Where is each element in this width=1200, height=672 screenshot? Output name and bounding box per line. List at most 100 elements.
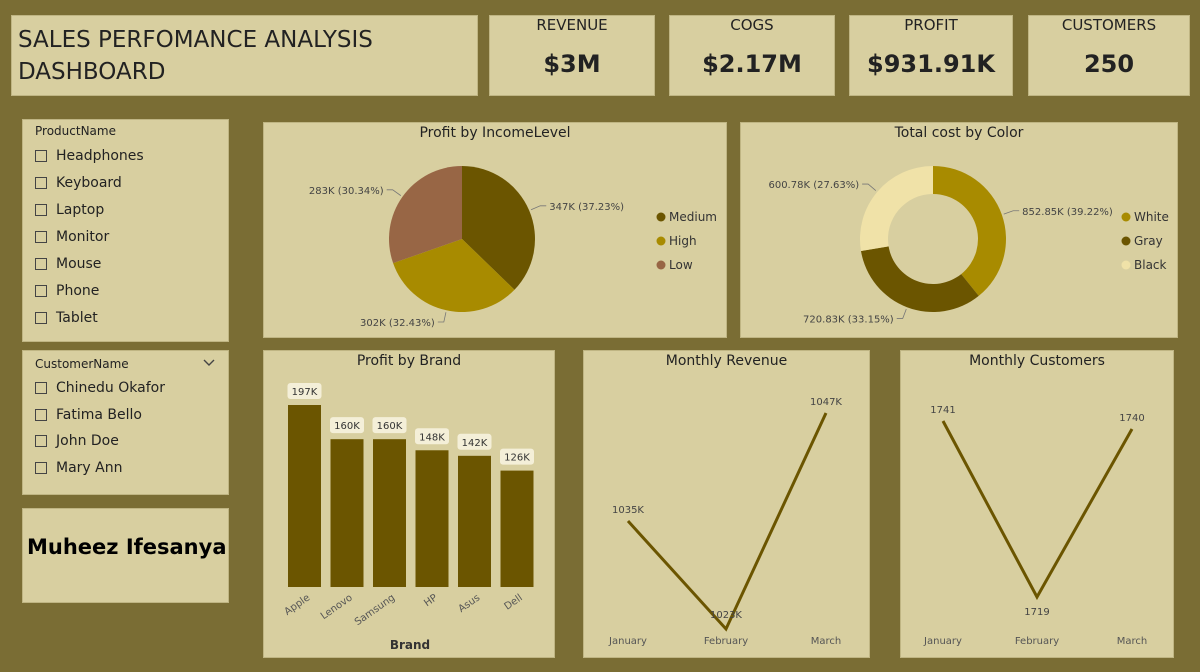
data-label: 720.83K (33.15%) [803,314,894,325]
data-label: 283K (30.34%) [309,186,384,197]
monthly-revenue-chart[interactable]: Monthly Revenue 1035K January 1023K Februar… [583,350,870,658]
x-tick-label: January [608,636,647,647]
slicer-item-fatima-bello[interactable]: Fatima Bello [35,405,142,425]
legend-marker [656,236,666,246]
pie-slice-low [389,166,462,264]
data-label: 1035K [612,505,644,516]
pie-chart[interactable]: 347K (37.23%) 302K (32.43%) 283K (30.34%) M… [264,123,728,339]
total-cost-by-color-chart[interactable]: Total cost by Color 852.85K (39.22%) 720.… [740,122,1178,338]
kpi-label: COGS [730,16,774,34]
kpi-value: $931.91K [867,50,995,78]
customer-name-slicer[interactable]: CustomerName Chinedu Okafor Fatima Bello… [22,350,229,495]
x-tick-label: Asus [457,592,483,615]
data-label-box [372,417,407,434]
chart-title: Total cost by Color [894,125,1024,141]
product-name-slicer[interactable]: ProductName Headphones Keyboard Laptop M… [22,119,229,342]
data-label: 160K [334,421,360,432]
legend-marker [656,260,666,270]
slicer-item-label: Fatima Bello [56,407,142,423]
data-label: 142K [462,438,488,449]
bar-apple [288,405,321,587]
slicer-item-label: Phone [56,283,100,299]
bar-chart[interactable]: 197K Apple 160K Lenovo 160K Samsung 148K HP 142K… [264,351,556,659]
dashboard-title: SALES PERFOMANCE ANALYSIS DASHBOARD [18,27,373,85]
checkbox[interactable] [35,462,47,474]
x-tick-label: HP [422,592,439,609]
slicer-item-tablet[interactable]: Tablet [35,308,98,328]
data-label: 1740 [1119,413,1144,424]
kpi-card-customers[interactable]: CUSTOMERS 250 [1028,15,1190,96]
data-label: 600.78K (27.63%) [768,180,859,191]
x-axis-label: Brand [390,638,430,652]
checkbox[interactable] [35,409,47,421]
checkbox[interactable] [35,231,47,243]
slicer-item-chinedu-okafor[interactable]: Chinedu Okafor [35,378,165,398]
checkbox[interactable] [35,285,47,297]
line-chart[interactable]: 1035K January 1023K February 1047K March [584,351,871,659]
slicer-item-headphones[interactable]: Headphones [35,146,144,166]
data-label: 852.85K (39.22%) [1022,207,1113,218]
slicer-item-keyboard[interactable]: Keyboard [35,173,122,193]
kpi-card-revenue[interactable]: REVENUE $3M [489,15,655,96]
monthly-customers-chart[interactable]: Monthly Customers 1741 January 1719 Februar… [900,350,1174,658]
donut-chart[interactable]: 852.85K (39.22%) 720.83K (33.15%) 600.78K … [741,123,1179,339]
data-label: 1023K [710,610,742,621]
data-label-box [330,417,364,434]
data-label: 1719 [1024,607,1049,618]
x-tick-label: February [1015,636,1059,647]
checkbox[interactable] [35,382,47,394]
slicer-item-label: Mouse [56,256,102,272]
slicer-item-phone[interactable]: Phone [35,281,99,301]
line-chart[interactable]: 1741 January 1719 February 1740 March [901,351,1175,659]
data-label-box [415,428,449,445]
legend-label: White [1134,210,1169,224]
kpi-value: 250 [1083,50,1135,78]
bar-samsung [373,439,406,587]
x-tick-label: Apple [283,592,313,617]
profit-by-brand-chart[interactable]: Profit by Brand 197K Apple 160K Lenovo 160K S… [263,350,555,658]
series-line [626,412,828,632]
legend-label: Gray [1134,234,1163,248]
leader-line [530,205,547,211]
bar-dell [500,470,534,587]
series-line [941,420,1134,601]
slicer-item-label: Keyboard [56,175,122,191]
kpi-label: PROFIT [904,16,958,34]
profit-by-income-level-chart[interactable]: Profit by IncomeLevel 347K (37.23%) 302K … [263,122,727,338]
slicer-item-mouse[interactable]: Mouse [35,254,101,274]
checkbox[interactable] [35,177,47,189]
slicer-item-john-doe[interactable]: John Doe [35,431,119,451]
data-label: 347K (37.23%) [549,202,624,213]
chevron-down-icon[interactable] [202,355,216,369]
chart-title: Monthly Customers [969,353,1105,369]
x-tick-label: Samsung [353,592,397,628]
pie-slice-white [933,166,1006,296]
legend-marker [1121,260,1131,270]
slicer-item-label: Headphones [56,148,144,164]
slicer-item-monitor[interactable]: Monitor [35,227,109,247]
chart-title: Monthly Revenue [665,353,788,369]
slicer-item-label: Laptop [56,202,105,218]
x-tick-label: March [811,636,841,647]
kpi-card-profit[interactable]: PROFIT $931.91K [849,15,1013,96]
checkbox[interactable] [35,150,47,162]
x-tick-label: Dell [503,592,525,612]
kpi-label: CUSTOMERS [1061,16,1157,34]
slicer-item-mary-ann[interactable]: Mary Ann [35,458,122,478]
data-label: 1047K [810,397,842,408]
slicer-item-laptop[interactable]: Laptop [35,200,104,220]
author-card: Muheez Ifesanya [22,508,229,603]
checkbox[interactable] [35,204,47,216]
slicer-item-label: Monitor [56,229,110,245]
checkbox[interactable] [35,312,47,324]
kpi-value: $2.17M [702,50,802,78]
chart-title: Profit by Brand [356,353,462,369]
data-label: 302K (32.43%) [360,318,435,329]
checkbox[interactable] [35,258,47,270]
kpi-value: $3M [543,50,601,78]
data-label: 160K [377,421,403,432]
slicer-item-label: Chinedu Okafor [56,380,165,396]
kpi-card-cogs[interactable]: COGS $2.17M [669,15,835,96]
checkbox[interactable] [35,435,47,447]
author-name: Muheez Ifesanya [27,535,227,559]
